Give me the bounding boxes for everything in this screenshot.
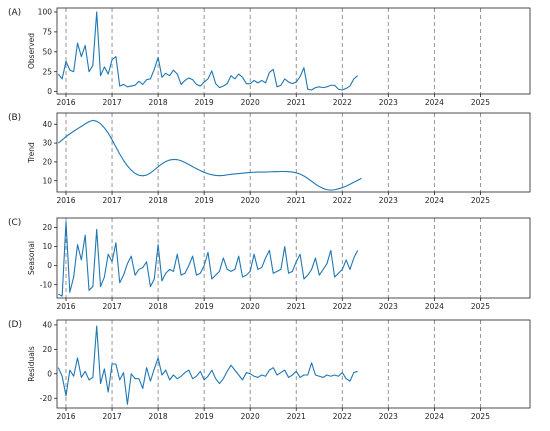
seasonal-y-tick-label: -10 xyxy=(40,280,52,289)
observed-y-tick-label: 25 xyxy=(42,67,52,76)
trend-x-tick-label: 2019 xyxy=(195,196,214,205)
trend-x-tick-label: 2021 xyxy=(287,196,306,205)
seasonal-x-tick-label: 2023 xyxy=(379,302,398,311)
observed-panel-label: (A) xyxy=(8,8,21,18)
observed-x-tick-label: 2019 xyxy=(195,98,214,107)
residuals-y-tick-label: 20 xyxy=(42,345,52,354)
seasonal-panel: -10 0 10 20 2016 2017 2018 2019 2020 2021 2022 2023… xyxy=(8,217,531,311)
seasonal-y-tick-label: 0 xyxy=(47,261,52,270)
trend-panel: 10 20 30 40 2016 2017 2018 2019 2020 2021 2022 2023… xyxy=(8,112,531,205)
trend-x-tick-label: 2020 xyxy=(241,196,260,205)
trend-y-tick-label: 30 xyxy=(42,139,52,148)
observed-x-tick-label: 2021 xyxy=(287,98,306,107)
seasonal-series-line xyxy=(58,221,359,297)
observed-y-axis-label: Observed xyxy=(27,33,36,69)
trend-x-tick-label: 2018 xyxy=(149,196,168,205)
trend-x-tick-label: 2025 xyxy=(471,196,490,205)
residuals-x-tick-label: 2021 xyxy=(287,412,306,421)
residuals-panel: -20 0 20 40 2016 2017 2018 2019 2020 2021 2022 2023… xyxy=(8,319,531,421)
observed-x-tick-label: 2016 xyxy=(56,98,75,107)
residuals-x-tick-label: 2022 xyxy=(333,412,352,421)
trend-series-line xyxy=(57,119,362,191)
seasonal-y-axis-label: Seasonal xyxy=(27,241,36,275)
observed-x-tick-label: 2022 xyxy=(333,98,352,107)
residuals-panel-label: (D) xyxy=(8,320,22,330)
observed-y-tick-label: 100 xyxy=(38,8,53,17)
observed-axes-frame xyxy=(56,7,531,95)
seasonal-x-tick-label: 2025 xyxy=(471,302,490,311)
residuals-y-tick-label: 0 xyxy=(47,369,52,378)
residuals-x-tick-label: 2024 xyxy=(425,412,444,421)
seasonal-x-tick-label: 2019 xyxy=(195,302,214,311)
trend-y-tick-label: 40 xyxy=(42,120,52,129)
seasonal-x-tick-label: 2021 xyxy=(287,302,306,311)
trend-x-tick-label: 2022 xyxy=(333,196,352,205)
residuals-x-tick-label: 2025 xyxy=(471,412,490,421)
seasonal-x-tick-label: 2018 xyxy=(149,302,168,311)
observed-series-line xyxy=(57,11,359,91)
seasonal-x-tick-label: 2024 xyxy=(425,302,444,311)
observed-x-tick-label: 2024 xyxy=(425,98,444,107)
residuals-x-tick-label: 2020 xyxy=(241,412,260,421)
seasonal-y-tick-label: 10 xyxy=(42,242,52,251)
trend-x-tick-label: 2024 xyxy=(425,196,444,205)
seasonal-axes-frame xyxy=(56,217,531,299)
observed-y-tick-label: 75 xyxy=(42,27,52,36)
residuals-x-tick-label: 2017 xyxy=(103,412,122,421)
trend-y-axis-label: Trend xyxy=(27,142,36,164)
observed-y-tick-label: 50 xyxy=(42,47,52,56)
observed-x-tick-label: 2017 xyxy=(103,98,122,107)
residuals-y-tick-label: -20 xyxy=(40,394,52,403)
residuals-x-tick-label: 2018 xyxy=(149,412,168,421)
residuals-y-axis-label: Residuals xyxy=(27,346,36,382)
residuals-y-tick-label: 40 xyxy=(42,320,52,329)
residuals-x-tick-label: 2016 xyxy=(56,412,75,421)
observed-x-tick-label: 2023 xyxy=(379,98,398,107)
trend-axes-frame xyxy=(56,112,531,193)
seasonal-x-tick-label: 2022 xyxy=(333,302,352,311)
trend-x-tick-label: 2016 xyxy=(56,196,75,205)
observed-x-tick-label: 2020 xyxy=(241,98,260,107)
seasonal-x-tick-label: 2017 xyxy=(103,302,122,311)
observed-panel: 0 25 50 75 100 2016 2017 2018 2019 2020 2021 2022 20… xyxy=(8,7,531,107)
seasonal-x-tick-label: 2016 xyxy=(56,302,75,311)
trend-x-tick-label: 2023 xyxy=(379,196,398,205)
trend-y-tick-label: 10 xyxy=(42,176,52,185)
observed-x-tick-label: 2018 xyxy=(149,98,168,107)
residuals-x-tick-label: 2023 xyxy=(379,412,398,421)
trend-y-tick-label: 20 xyxy=(42,158,52,167)
trend-panel-label: (B) xyxy=(8,113,21,123)
residuals-series-line xyxy=(57,325,358,405)
observed-x-tick-label: 2025 xyxy=(471,98,490,107)
seasonal-y-tick-label: 20 xyxy=(42,223,52,232)
residuals-x-tick-label: 2019 xyxy=(195,412,214,421)
residuals-axes-frame xyxy=(56,319,531,409)
seasonal-panel-label: (C) xyxy=(8,218,21,228)
trend-x-tick-label: 2017 xyxy=(103,196,122,205)
observed-y-tick-label: 0 xyxy=(47,87,52,96)
seasonal-x-tick-label: 2020 xyxy=(241,302,260,311)
